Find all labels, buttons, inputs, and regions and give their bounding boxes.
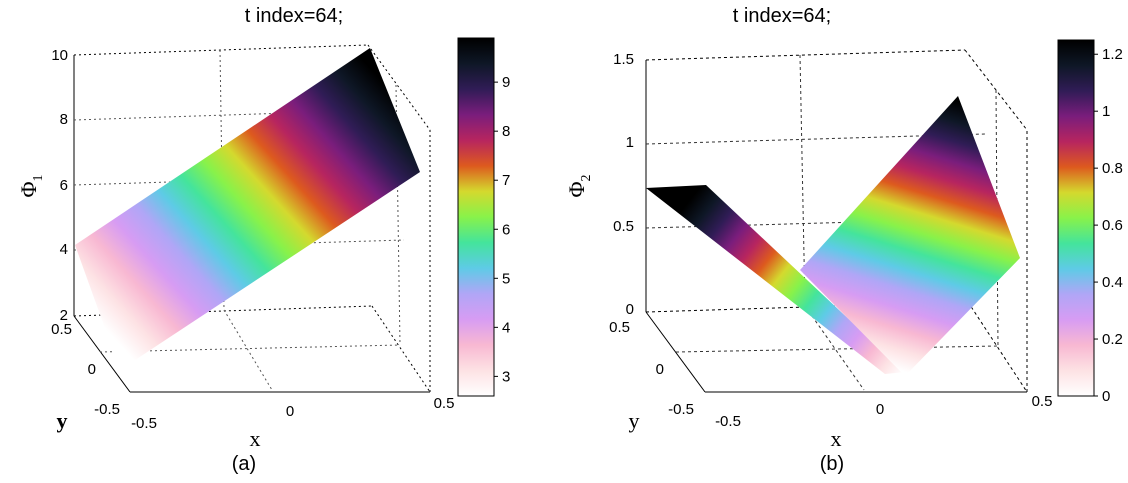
panel-a-y-tick: 0.5	[51, 321, 72, 338]
colorbar-tick-label: 8	[502, 123, 510, 140]
panel-b-colorbar-ticks: 0 0.2 0.4 0.6 0.8 1 1.2	[1094, 46, 1123, 405]
panel-a-x-tick: 0.5	[434, 395, 455, 412]
panel-a: t index=64; 10 8 6 4 2 0.5 0 -0.5 -0.5 0…	[16, 5, 510, 475]
panel-b-title: t index=64;	[733, 5, 831, 27]
panel-a-colorbar-ticks: 3 4 5 6 7 8 9	[494, 74, 510, 385]
panel-b-z-tick: 1.5	[613, 51, 634, 68]
colorbar-tick-label: 0.2	[1102, 331, 1123, 348]
panel-b-y-label: y	[629, 408, 640, 433]
panel-b-z-label: Φ2	[564, 174, 594, 197]
colorbar-tick-label: 0	[1102, 388, 1110, 405]
panel-a-y-tick: -0.5	[94, 401, 120, 418]
panel-b-x-label: x	[831, 426, 842, 451]
panel-b-y-ticks: 0.5 0 -0.5	[609, 319, 694, 418]
panel-b-colorbar	[1057, 39, 1095, 397]
panel-b-x-tick: 0	[876, 401, 884, 418]
panel-b-surface-left	[646, 185, 905, 374]
colorbar-tick-label: 1.2	[1102, 46, 1123, 63]
panel-a-x-tick: 0	[286, 403, 294, 420]
colorbar-tick-label: 6	[502, 221, 510, 238]
colorbar-tick-label: 7	[502, 172, 510, 189]
panel-a-y-label: y	[57, 408, 68, 433]
colorbar-tick-label: 5	[502, 270, 510, 287]
colorbar-tick-label: 0.4	[1102, 274, 1123, 291]
panel-b-z-tick: 0	[626, 301, 634, 318]
panel-a-axes-box	[73, 44, 431, 393]
panel-b-surface-right	[800, 96, 1020, 376]
panel-a-z-tick: 8	[60, 111, 68, 128]
panel-a-y-tick: 0	[88, 361, 96, 378]
colorbar-tick-label: 4	[502, 319, 510, 336]
panel-a-surface	[75, 48, 420, 370]
panel-b-caption: (b)	[820, 453, 844, 475]
panel-b-x-tick: 0.5	[1032, 393, 1053, 410]
colorbar-tick-label: 9	[502, 74, 510, 91]
panel-b-x-tick: -0.5	[715, 413, 741, 430]
panel-b-y-tick: 0.5	[609, 319, 630, 336]
panel-b-x-ticks: -0.5 0 0.5	[715, 393, 1052, 430]
panel-b-z-tick: 0.5	[613, 218, 634, 235]
panel-a-z-label: Φ1	[16, 174, 46, 197]
panel-a-x-ticks: -0.5 0 0.5	[131, 395, 454, 432]
panel-a-caption: (a)	[232, 453, 256, 475]
panel-a-z-tick: 4	[60, 241, 68, 258]
panel-a-z-tick: 6	[60, 177, 68, 194]
panel-a-colorbar	[457, 37, 495, 397]
panel-a-y-ticks: 0.5 0 -0.5	[51, 321, 120, 418]
panel-a-x-label: x	[250, 426, 261, 451]
panel-b-z-tick: 1	[626, 134, 634, 151]
colorbar-tick-label: 3	[502, 368, 510, 385]
panel-a-z-tick: 2	[60, 307, 68, 324]
colorbar-tick-label: 0.6	[1102, 217, 1123, 234]
panel-a-x-tick: -0.5	[131, 415, 157, 432]
panel-b-y-tick: -0.5	[668, 401, 694, 418]
panel-b: t index=64; 1.5 1 0.5 0 0.5 0 -0.5 -0.5 …	[564, 5, 1123, 475]
panel-a-title: t index=64;	[245, 5, 343, 27]
panel-a-z-tick: 10	[51, 47, 68, 64]
panel-b-z-ticks: 1.5 1 0.5 0	[613, 51, 634, 318]
panel-b-y-tick: 0	[656, 361, 664, 378]
colorbar-tick-label: 1	[1102, 103, 1110, 120]
panel-a-z-ticks: 10 8 6 4 2	[51, 47, 68, 324]
colorbar-tick-label: 0.8	[1102, 160, 1123, 177]
